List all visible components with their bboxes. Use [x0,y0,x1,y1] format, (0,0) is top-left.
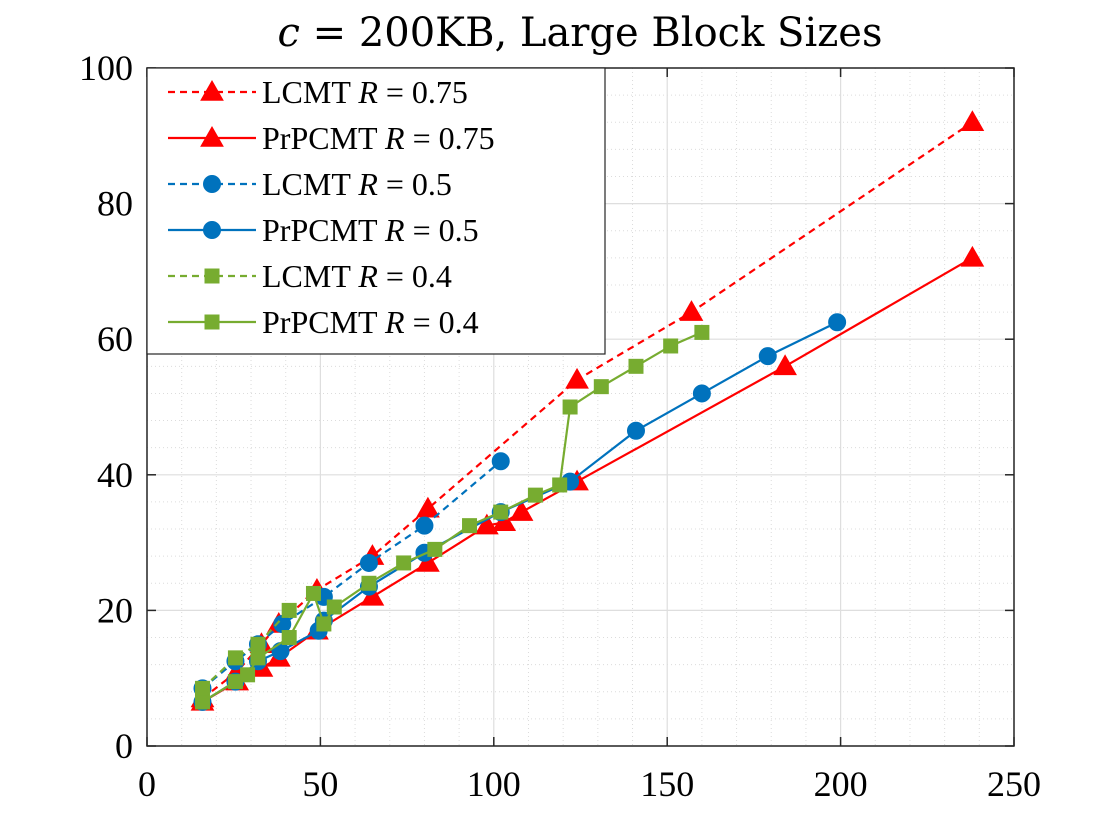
legend-marker [204,314,220,330]
data-point [663,338,679,354]
x-tick-label: 50 [302,764,338,804]
data-point [475,513,499,535]
data-point [415,516,434,535]
y-tick-label: 80 [97,184,133,224]
data-point [427,541,443,557]
legend: LCMT R = 0.75 PrPCMT R = 0.75 LCMT R = 0.5… [146,67,606,355]
series-line [201,121,973,700]
legend-entry: PrPCMT R = 0.5 [168,212,479,248]
data-point [194,680,210,696]
data-point [509,500,534,521]
series-line [201,460,502,690]
legend-entry: LCMT R = 0.5 [168,166,452,202]
x-tick-label: 150 [640,764,694,804]
data-point [250,650,266,666]
data-point [593,379,609,395]
legend-label: PrPCMT R = 0.75 [262,120,495,156]
legend-entry: PrPCMT R = 0.75 [168,120,495,156]
legend-marker [204,268,220,284]
data-point [360,584,385,606]
x-tick-label: 200 [814,764,868,804]
data-point [679,300,704,321]
legend-label: PrPCMT R = 0.4 [262,304,479,340]
y-tick-label: 0 [115,726,133,766]
x-tick-label: 100 [467,764,521,804]
tick-labels: 0 50 100 150 200 250 0 20 40 60 80 100 [79,48,1041,804]
y-tick-label: 100 [79,48,133,88]
data-point [493,504,509,520]
legend-label: LCMT R = 0.75 [262,74,468,110]
data-point [626,421,645,440]
series-6 [194,324,710,710]
series-line [201,331,703,703]
y-tick-label: 60 [97,319,133,359]
data-point [359,553,378,572]
data-point [758,347,777,366]
y-tick-label: 40 [97,455,133,495]
data-point [773,354,797,376]
chart-title: c = 200KB, Large Block Sizes [277,10,882,56]
data-point [694,324,710,340]
data-point [227,650,243,666]
legend-entry: PrPCMT R = 0.4 [168,304,479,340]
data-point [416,496,440,518]
legend-label: LCMT R = 0.4 [262,258,452,294]
data-point [281,602,297,618]
data-point [462,518,478,534]
data-point [250,636,266,652]
x-tick-label: 250 [987,764,1041,804]
series-5 [194,602,297,696]
data-point [281,630,297,646]
data-point [692,384,711,403]
legend-entry: LCMT R = 0.4 [168,258,452,294]
data-point [491,452,510,471]
data-point [492,510,517,532]
legend-entry: LCMT R = 0.75 [168,74,468,110]
legend-box [146,67,606,355]
x-tick-label: 0 [138,764,156,804]
legend-marker [203,221,221,239]
data-point [316,616,332,632]
legend-marker [200,79,224,101]
data-point [240,667,256,683]
data-point [828,313,847,332]
legend-marker [200,125,224,147]
legend-label: LCMT R = 0.5 [262,166,452,202]
data-point [416,550,440,572]
legend-marker [203,175,221,193]
data-point [326,599,342,615]
data-point [960,245,985,267]
data-point [305,585,321,601]
data-point [396,555,412,571]
y-tick-label: 20 [97,590,133,630]
data-point [562,399,578,415]
data-point [552,477,568,493]
data-point [361,575,377,591]
data-point [194,694,210,710]
data-point [628,358,644,374]
data-point [271,642,290,661]
data-point [527,487,543,503]
data-point [960,110,985,131]
legend-label: PrPCMT R = 0.5 [262,212,479,248]
series-layer [190,110,985,711]
data-point [565,367,589,389]
